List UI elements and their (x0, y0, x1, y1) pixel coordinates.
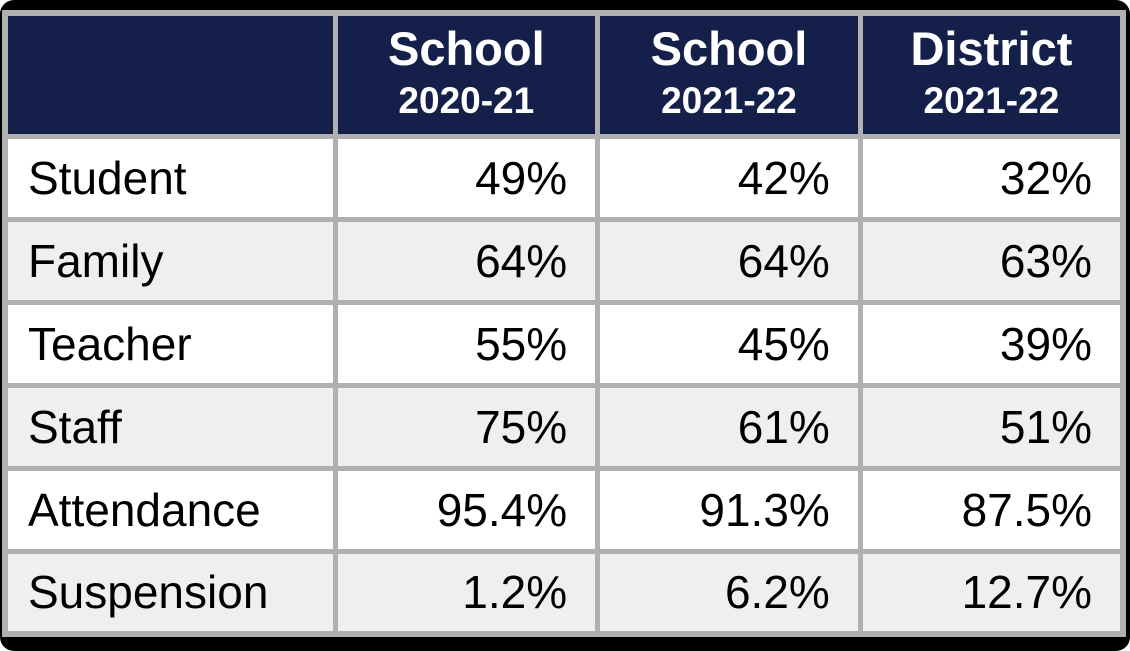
cell-value: 55% (332, 299, 601, 388)
cell-value: 39% (857, 299, 1126, 388)
cell-value: 95.4% (332, 465, 601, 554)
column-year: 2021-22 (923, 79, 1060, 121)
cell-value: 63% (857, 216, 1126, 305)
column-title: School (650, 22, 808, 76)
cell-value: 32% (857, 133, 1126, 222)
row-label: Staff (2, 382, 338, 471)
cell-value: 87.5% (857, 465, 1126, 554)
column-title: District (910, 22, 1073, 76)
cell-value: 91.3% (595, 465, 863, 554)
row-label: Student (2, 133, 338, 222)
corner-cell (2, 10, 338, 139)
cell-value: 51% (857, 382, 1126, 471)
row-label: Attendance (2, 465, 338, 554)
cell-value: 6.2% (595, 548, 863, 637)
cell-value: 45% (595, 299, 863, 388)
column-year: 2021-22 (661, 79, 797, 121)
cell-value: 49% (332, 133, 601, 222)
cell-value: 1.2% (332, 548, 601, 637)
header-cell-district-2021-22: District 2021-22 (857, 10, 1126, 139)
cell-value: 12.7% (857, 548, 1126, 637)
table-row-attendance: Attendance 95.4% 91.3% 87.5% (2, 465, 1126, 554)
row-label: Suspension (2, 548, 338, 637)
table-row-family: Family 64% 64% 63% (2, 216, 1126, 305)
cell-value: 64% (595, 216, 863, 305)
cell-value: 75% (332, 382, 601, 471)
cell-value: 64% (332, 216, 601, 305)
header-row: School 2020-21 School 2021-22 District 2… (2, 10, 1126, 139)
table-row-suspension: Suspension 1.2% 6.2% 12.7% (2, 548, 1126, 637)
table-row-staff: Staff 75% 61% 51% (2, 382, 1126, 471)
school-climate-table: School 2020-21 School 2021-22 District 2… (2, 10, 1126, 637)
header-cell-school-2020-21: School 2020-21 (332, 10, 601, 139)
table-row-teacher: Teacher 55% 45% 39% (2, 299, 1126, 388)
column-year: 2020-21 (398, 79, 535, 121)
table-row-student: Student 49% 42% 32% (2, 133, 1126, 222)
row-label: Family (2, 216, 338, 305)
header-cell-school-2021-22: School 2021-22 (595, 10, 863, 139)
row-label: Teacher (2, 299, 338, 388)
cell-value: 42% (595, 133, 863, 222)
cell-value: 61% (595, 382, 863, 471)
column-title: School (387, 22, 545, 76)
